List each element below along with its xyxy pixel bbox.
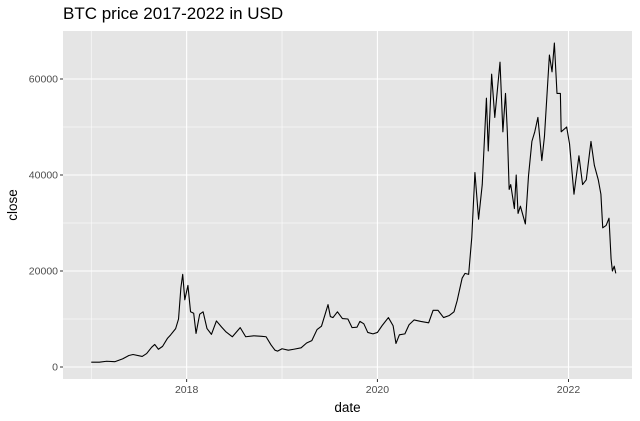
x-axis: 2018 2020 2022 — [175, 379, 580, 396]
x-axis-title: date — [334, 400, 360, 415]
chart-title: BTC price 2017-2022 in USD — [63, 4, 284, 23]
series-line — [91, 42, 617, 363]
y-tick-label: 40000 — [29, 170, 58, 182]
y-tick-label: 0 — [52, 362, 58, 374]
y-axis: 0 20000 40000 60000 — [29, 74, 63, 374]
x-tick-label: 2022 — [557, 384, 581, 396]
y-tick-label: 60000 — [29, 74, 58, 86]
x-tick-label: 2018 — [175, 384, 199, 396]
y-tick-label: 20000 — [29, 266, 58, 278]
x-tick-label: 2020 — [366, 384, 390, 396]
plot-panel — [63, 31, 632, 379]
major-gridlines — [63, 31, 632, 379]
y-axis-title: close — [5, 189, 20, 221]
